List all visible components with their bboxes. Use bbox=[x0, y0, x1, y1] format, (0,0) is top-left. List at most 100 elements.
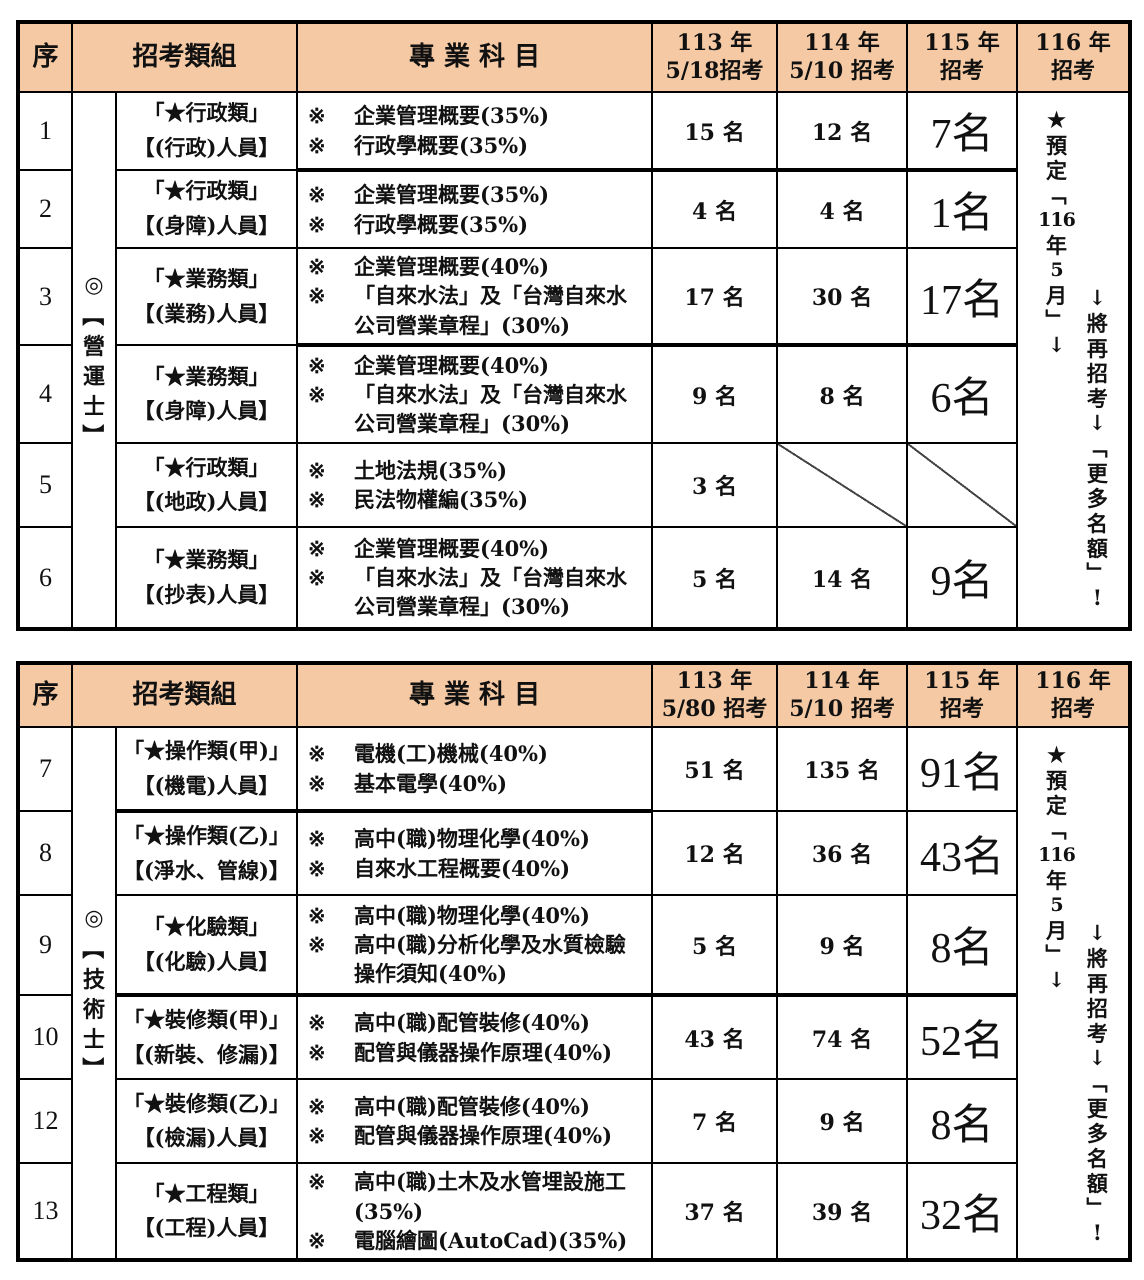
subject-text: 高中(職)配管裝修(40%) bbox=[354, 1010, 590, 1036]
reference-mark: ※ bbox=[308, 103, 326, 129]
category-line: 【(身障)人員】 bbox=[133, 213, 280, 238]
note-planned-vertical: ★ 預定「116 年 5 月」 ↓ bbox=[1038, 107, 1076, 357]
header-seq: 序 bbox=[17, 662, 73, 729]
subject-cell: ※ 高中(職)土木及水管埋設施工(35%) ※ 電腦繪圖(AutoCad)(35%) bbox=[296, 1162, 654, 1262]
reference-mark: ※ bbox=[308, 132, 326, 158]
subject-text: 高中(職)分析化學及水質檢驗操作須知(40%) bbox=[354, 931, 626, 987]
reference-mark: ※ bbox=[308, 770, 326, 796]
subject-text: 「自來水法」及「台灣自來水公司營業章程」(30%) bbox=[354, 283, 628, 338]
quota-115-cell: 1名 bbox=[906, 169, 1019, 249]
header-seq: 序 bbox=[17, 21, 73, 93]
subject-item: ※ 配管與儀器操作原理(40%) bbox=[304, 1038, 647, 1067]
note-more-vertical: ↓ 將再招考 ↓ 「更多名額」! bbox=[1084, 285, 1110, 610]
subject-text: 企業管理概要(40%) bbox=[354, 535, 550, 561]
category-cell: 「★操作類(甲)」 【(機電)人員】 bbox=[114, 726, 299, 814]
quota-115-cell: 52名 bbox=[906, 994, 1019, 1081]
seq-cell: 1 bbox=[17, 91, 73, 171]
category-cell: 「★行政類」 【(行政)人員】 bbox=[114, 91, 299, 171]
recruitment-table-technician: 序招考類組專 業 科 目 113 年 5/80 招考 114 年 5/10 招考 11… bbox=[16, 661, 1133, 1263]
quota-113-cell: 17 名 bbox=[651, 246, 779, 348]
subject-item: ※ 「自來水法」及「台灣自來水公司營業章程」(30%) bbox=[304, 380, 647, 439]
quota-113-cell: 3 名 bbox=[651, 442, 779, 529]
subject-text: 土地法規(35%) bbox=[354, 457, 508, 483]
category-line: 「★操作類(乙)」 bbox=[123, 823, 290, 849]
seq-cell: 3 bbox=[17, 246, 73, 347]
quota-114-cell: 9 名 bbox=[776, 1078, 909, 1165]
quota-113-cell: 9 名 bbox=[651, 344, 779, 445]
subject-cell: ※ 高中(職)配管裝修(40%) ※ 配管與儀器操作原理(40%) bbox=[296, 994, 654, 1081]
category-line: 【(行政)人員】 bbox=[133, 135, 280, 160]
category-cell: 「★化驗類」 【(化驗)人員】 bbox=[114, 894, 299, 998]
category-cell: 「★業務類」 【(業務)人員】 bbox=[114, 246, 299, 347]
subject-item: ※ 企業管理概要(35%) bbox=[304, 101, 647, 130]
subject-cell: ※ 企業管理概要(40%) ※ 「自來水法」及「台灣自來水公司營業章程」(30%) bbox=[296, 344, 654, 445]
quota-113-cell: 5 名 bbox=[651, 894, 779, 998]
group-cell: ◎ 【營運士】 bbox=[71, 90, 117, 631]
seq-cell: 8 bbox=[17, 810, 73, 897]
quota-114-cell: 30 名 bbox=[776, 246, 909, 348]
category-cell: 「★行政類」 【(身障)人員】 bbox=[114, 169, 299, 249]
category-line: 「★操作類(甲)」 bbox=[123, 738, 290, 764]
subject-text: 基本電學(40%) bbox=[354, 770, 508, 796]
quota-114-cell: 135 名 bbox=[776, 726, 909, 813]
reference-mark: ※ bbox=[308, 902, 326, 928]
header-113: 113 年 5/18招考 bbox=[651, 21, 779, 93]
quota-113-cell: 37 名 bbox=[651, 1162, 779, 1262]
quota-114-cell: 36 名 bbox=[776, 810, 909, 897]
category-cell: 「★操作類(乙)」 【(淨水、管線)】 bbox=[114, 810, 299, 897]
subject-item: ※ 企業管理概要(40%) bbox=[304, 252, 647, 281]
header-group: 招考類組 bbox=[70, 21, 299, 93]
header-115: 115 年 招考 bbox=[906, 21, 1019, 93]
group-cell: ◎ 【技術士】 bbox=[71, 726, 117, 1262]
reference-mark: ※ bbox=[308, 1123, 326, 1149]
quota-115-cell: 9名 bbox=[906, 526, 1019, 631]
subject-text: 電機(工)機械(40%) bbox=[354, 741, 548, 767]
recruitment-table-technician-host: 序招考類組專 業 科 目 113 年 5/80 招考 114 年 5/10 招考 11… bbox=[16, 661, 1133, 1263]
subject-item: ※ 行政學概要(35%) bbox=[304, 210, 647, 239]
subject-item: ※ 企業管理概要(40%) bbox=[304, 351, 647, 380]
quota-113-cell: 51 名 bbox=[651, 726, 779, 813]
no-exam-cell bbox=[906, 442, 1019, 529]
category-line: 【(業務)人員】 bbox=[133, 300, 280, 326]
category-line: 【(工程)人員】 bbox=[133, 1215, 280, 1241]
seq-cell: 12 bbox=[17, 1078, 73, 1165]
category-cell: 「★業務類」 【(抄表)人員】 bbox=[114, 526, 299, 631]
quota-113-cell: 7 名 bbox=[651, 1078, 779, 1165]
recruitment-table-operations: 序招考類組專 業 科 目 113 年 5/18招考 114 年 5/10 招考 115… bbox=[16, 20, 1133, 632]
header-115: 115 年 招考 bbox=[906, 662, 1019, 729]
quota-115-cell: 7名 bbox=[906, 91, 1019, 172]
reference-mark: ※ bbox=[308, 741, 326, 767]
subject-text: 高中(職)物理化學(40%) bbox=[354, 902, 590, 928]
reference-mark: ※ bbox=[308, 1010, 326, 1036]
subject-item: ※ 配管與儀器操作原理(40%) bbox=[304, 1121, 647, 1150]
seq-cell: 5 bbox=[17, 442, 73, 529]
subject-cell: ※ 企業管理概要(35%) ※ 行政學概要(35%) bbox=[296, 169, 654, 249]
category-cell: 「★裝修類(甲)」 【(新裝、修漏)】 bbox=[114, 994, 299, 1081]
quota-113-cell: 43 名 bbox=[651, 994, 779, 1081]
header-114: 114 年 5/10 招考 bbox=[776, 21, 909, 93]
quota-114-cell: 39 名 bbox=[776, 1162, 909, 1262]
reference-mark: ※ bbox=[308, 381, 326, 407]
subject-text: 企業管理概要(35%) bbox=[354, 103, 550, 129]
header-113: 113 年 5/80 招考 bbox=[651, 662, 779, 729]
subject-text: 行政學概要(35%) bbox=[354, 211, 529, 237]
note-116-content: ★ 預定「116 年 5 月」 ↓ ↓ 將再招考 ↓ 「更多名額」! bbox=[1019, 94, 1128, 610]
subject-item: ※ 「自來水法」及「台灣自來水公司營業章程」(30%) bbox=[304, 281, 647, 340]
seq-cell: 6 bbox=[17, 526, 73, 631]
subject-text: 電腦繪圖(AutoCad)(35%) bbox=[354, 1227, 628, 1253]
header-group: 招考類組 bbox=[70, 662, 299, 729]
category-line: 「★工程類」 bbox=[143, 1180, 270, 1206]
reference-mark: ※ bbox=[308, 254, 326, 279]
note-116-cell: ★ 預定「116 年 5 月」 ↓ ↓ 將再招考 ↓ 「更多名額」! bbox=[1016, 726, 1132, 1262]
reference-mark: ※ bbox=[308, 182, 326, 208]
subject-item: ※ 基本電學(40%) bbox=[304, 769, 647, 798]
category-line: 【(新裝、修漏)】 bbox=[123, 1041, 290, 1067]
quota-115-cell: 91名 bbox=[906, 726, 1019, 813]
seq-cell: 2 bbox=[17, 169, 73, 249]
seq-cell: 10 bbox=[17, 994, 73, 1081]
quota-114-cell: 14 名 bbox=[776, 526, 909, 631]
note-more-vertical: ↓ 將再招考 ↓ 「更多名額」! bbox=[1084, 920, 1110, 1246]
category-line: 【(淨水、管線)】 bbox=[123, 857, 290, 883]
reference-mark: ※ bbox=[308, 826, 326, 852]
quota-114-cell: 4 名 bbox=[776, 169, 909, 249]
